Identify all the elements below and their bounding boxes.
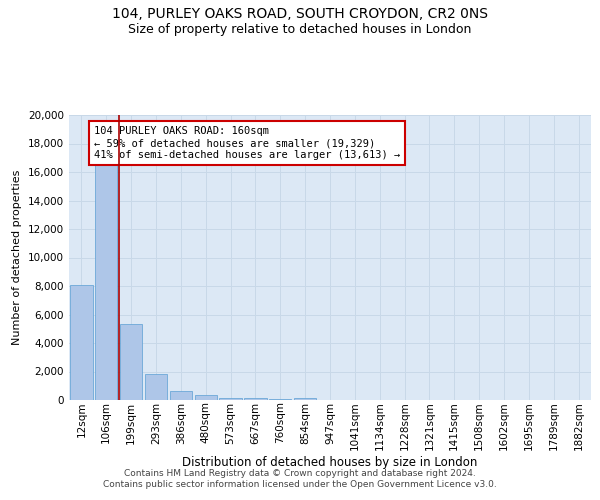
- Bar: [244, 398, 266, 400]
- Bar: [220, 398, 242, 400]
- Bar: [145, 374, 167, 400]
- Text: Contains HM Land Registry data © Crown copyright and database right 2024.: Contains HM Land Registry data © Crown c…: [124, 468, 476, 477]
- Bar: [95, 164, 118, 400]
- Text: 104 PURLEY OAKS ROAD: 160sqm
← 59% of detached houses are smaller (19,329)
41% o: 104 PURLEY OAKS ROAD: 160sqm ← 59% of de…: [94, 126, 400, 160]
- Bar: [294, 398, 316, 400]
- Bar: [70, 284, 92, 400]
- Bar: [120, 324, 142, 400]
- Y-axis label: Number of detached properties: Number of detached properties: [13, 170, 22, 345]
- Text: Size of property relative to detached houses in London: Size of property relative to detached ho…: [128, 22, 472, 36]
- Bar: [269, 398, 292, 400]
- Bar: [170, 390, 192, 400]
- Text: Contains public sector information licensed under the Open Government Licence v3: Contains public sector information licen…: [103, 480, 497, 489]
- Text: 104, PURLEY OAKS ROAD, SOUTH CROYDON, CR2 0NS: 104, PURLEY OAKS ROAD, SOUTH CROYDON, CR…: [112, 8, 488, 22]
- Bar: [194, 396, 217, 400]
- X-axis label: Distribution of detached houses by size in London: Distribution of detached houses by size …: [182, 456, 478, 468]
